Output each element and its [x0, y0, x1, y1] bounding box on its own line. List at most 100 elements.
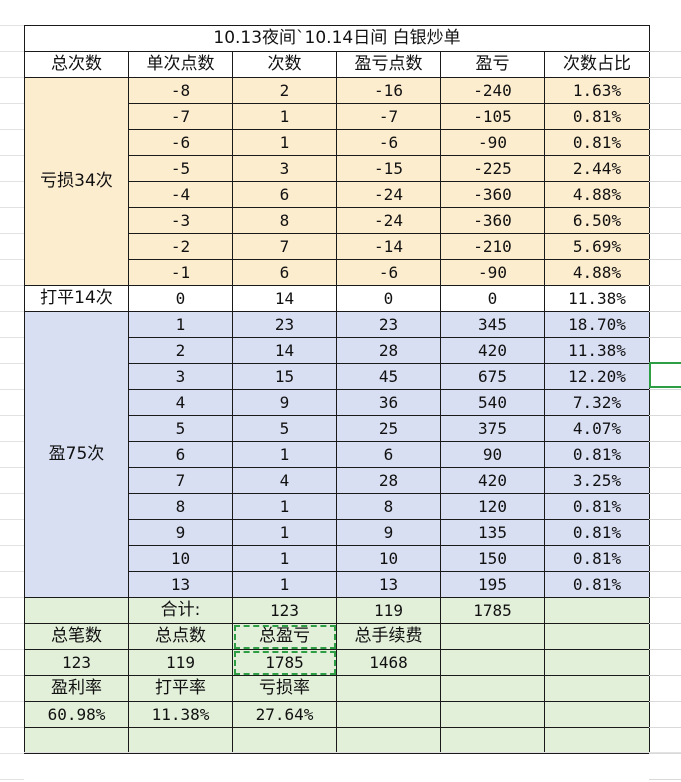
loss-group-label[interactable]: 亏损34次	[24, 77, 129, 286]
pnl-cell[interactable]: 195	[440, 571, 545, 598]
even-rate-value[interactable]: 11.38%	[128, 701, 233, 728]
header-pnl[interactable]: 盈亏	[440, 51, 545, 78]
empty-cell[interactable]	[544, 727, 650, 754]
count-cell[interactable]: 14	[232, 337, 337, 364]
win-rate-label[interactable]: 盈利率	[24, 675, 129, 702]
pnl-points-cell[interactable]: 36	[336, 389, 441, 416]
points-per-trade-cell[interactable]: 4	[128, 389, 233, 416]
pnl-points-cell[interactable]: 6	[336, 441, 441, 468]
summary-total-trades-label[interactable]: 总笔数	[24, 623, 129, 650]
ratio-cell[interactable]: 0.81%	[544, 545, 650, 572]
summary-total-pnl-value[interactable]: 1785	[232, 649, 337, 676]
pnl-cell[interactable]: -240	[440, 77, 545, 104]
empty-cell[interactable]	[128, 727, 233, 754]
pnl-cell[interactable]: -210	[440, 233, 545, 260]
totals-label[interactable]: 合计:	[128, 597, 233, 624]
count-cell[interactable]: 1	[232, 493, 337, 520]
pnl-cell[interactable]: 540	[440, 389, 545, 416]
pnl-points-cell[interactable]: 45	[336, 363, 441, 390]
points-per-trade-cell[interactable]: 3	[128, 363, 233, 390]
pnl-cell[interactable]: 135	[440, 519, 545, 546]
points-per-trade-cell[interactable]: 9	[128, 519, 233, 546]
loss-rate-value[interactable]: 27.64%	[232, 701, 337, 728]
pnl-cell[interactable]: 420	[440, 467, 545, 494]
pnl-cell[interactable]: -105	[440, 103, 545, 130]
points-per-trade-cell[interactable]: -5	[128, 155, 233, 182]
empty-cell[interactable]	[232, 727, 337, 754]
empty-cell[interactable]	[336, 675, 441, 702]
pnl-points-cell[interactable]: 8	[336, 493, 441, 520]
even-group-label[interactable]: 打平14次	[24, 285, 129, 312]
ratio-cell[interactable]: 18.70%	[544, 311, 650, 338]
pnl-cell[interactable]: 345	[440, 311, 545, 338]
ratio-cell[interactable]: 5.69%	[544, 233, 650, 260]
header-total-count[interactable]: 总次数	[24, 51, 129, 78]
pnl-points-cell[interactable]: 10	[336, 545, 441, 572]
totals-points[interactable]: 119	[336, 597, 441, 624]
points-per-trade-cell[interactable]: -4	[128, 181, 233, 208]
summary-total-fees-value[interactable]: 1468	[336, 649, 441, 676]
ratio-cell[interactable]: 2.44%	[544, 155, 650, 182]
pnl-points-cell[interactable]: 28	[336, 337, 441, 364]
ratio-cell[interactable]: 12.20%	[544, 363, 650, 390]
pnl-cell[interactable]: 420	[440, 337, 545, 364]
header-pnl-points[interactable]: 盈亏点数	[336, 51, 441, 78]
pnl-cell[interactable]: 375	[440, 415, 545, 442]
even-rate-label[interactable]: 打平率	[128, 675, 233, 702]
empty-cell[interactable]	[544, 649, 650, 676]
ratio-cell[interactable]: 7.32%	[544, 389, 650, 416]
ratio-cell[interactable]: 4.07%	[544, 415, 650, 442]
pnl-points-cell[interactable]: -24	[336, 207, 441, 234]
points-per-trade-cell[interactable]: -8	[128, 77, 233, 104]
ratio-cell[interactable]: 11.38%	[544, 285, 650, 312]
points-per-trade-cell[interactable]: 1	[128, 311, 233, 338]
pnl-points-cell[interactable]: -15	[336, 155, 441, 182]
pnl-points-cell[interactable]: 28	[336, 467, 441, 494]
pnl-points-cell[interactable]: 9	[336, 519, 441, 546]
count-cell[interactable]: 6	[232, 259, 337, 286]
ratio-cell[interactable]: 4.88%	[544, 259, 650, 286]
pnl-points-cell[interactable]: -14	[336, 233, 441, 260]
ratio-cell[interactable]: 4.88%	[544, 181, 650, 208]
count-cell[interactable]: 1	[232, 519, 337, 546]
points-per-trade-cell[interactable]: 10	[128, 545, 233, 572]
summary-total-fees-label[interactable]: 总手续费	[336, 623, 441, 650]
ratio-cell[interactable]: 1.63%	[544, 77, 650, 104]
empty-cell[interactable]	[336, 727, 441, 754]
pnl-points-cell[interactable]: -16	[336, 77, 441, 104]
pnl-cell[interactable]: -90	[440, 129, 545, 156]
count-cell[interactable]: 4	[232, 467, 337, 494]
count-cell[interactable]: 14	[232, 285, 337, 312]
empty-cell[interactable]	[440, 727, 545, 754]
points-per-trade-cell[interactable]: 6	[128, 441, 233, 468]
header-points-per-trade[interactable]: 单次点数	[128, 51, 233, 78]
ratio-cell[interactable]: 0.81%	[544, 441, 650, 468]
empty-cell[interactable]	[544, 701, 650, 728]
points-per-trade-cell[interactable]: -3	[128, 207, 233, 234]
pnl-cell[interactable]: 0	[440, 285, 545, 312]
count-cell[interactable]: 1	[232, 103, 337, 130]
pnl-cell[interactable]: -225	[440, 155, 545, 182]
pnl-cell[interactable]: 150	[440, 545, 545, 572]
count-cell[interactable]: 8	[232, 207, 337, 234]
count-cell[interactable]: 1	[232, 129, 337, 156]
points-per-trade-cell[interactable]: 2	[128, 337, 233, 364]
pnl-cell[interactable]: -360	[440, 181, 545, 208]
ratio-cell[interactable]: 6.50%	[544, 207, 650, 234]
empty-cell[interactable]	[440, 623, 545, 650]
ratio-cell[interactable]: 0.81%	[544, 519, 650, 546]
sheet-title[interactable]: 10.13夜间`10.14日间 白银炒单	[24, 25, 650, 52]
empty-cell[interactable]	[336, 701, 441, 728]
points-per-trade-cell[interactable]: -1	[128, 259, 233, 286]
ratio-cell[interactable]: 0.81%	[544, 493, 650, 520]
summary-total-points-label[interactable]: 总点数	[128, 623, 233, 650]
ratio-cell[interactable]: 11.38%	[544, 337, 650, 364]
pnl-points-cell[interactable]: -6	[336, 129, 441, 156]
totals-pnl[interactable]: 1785	[440, 597, 545, 624]
summary-total-trades-value[interactable]: 123	[24, 649, 129, 676]
pnl-points-cell[interactable]: 0	[336, 285, 441, 312]
pnl-points-cell[interactable]: -7	[336, 103, 441, 130]
count-cell[interactable]: 3	[232, 155, 337, 182]
count-cell[interactable]: 15	[232, 363, 337, 390]
pnl-points-cell[interactable]: 13	[336, 571, 441, 598]
